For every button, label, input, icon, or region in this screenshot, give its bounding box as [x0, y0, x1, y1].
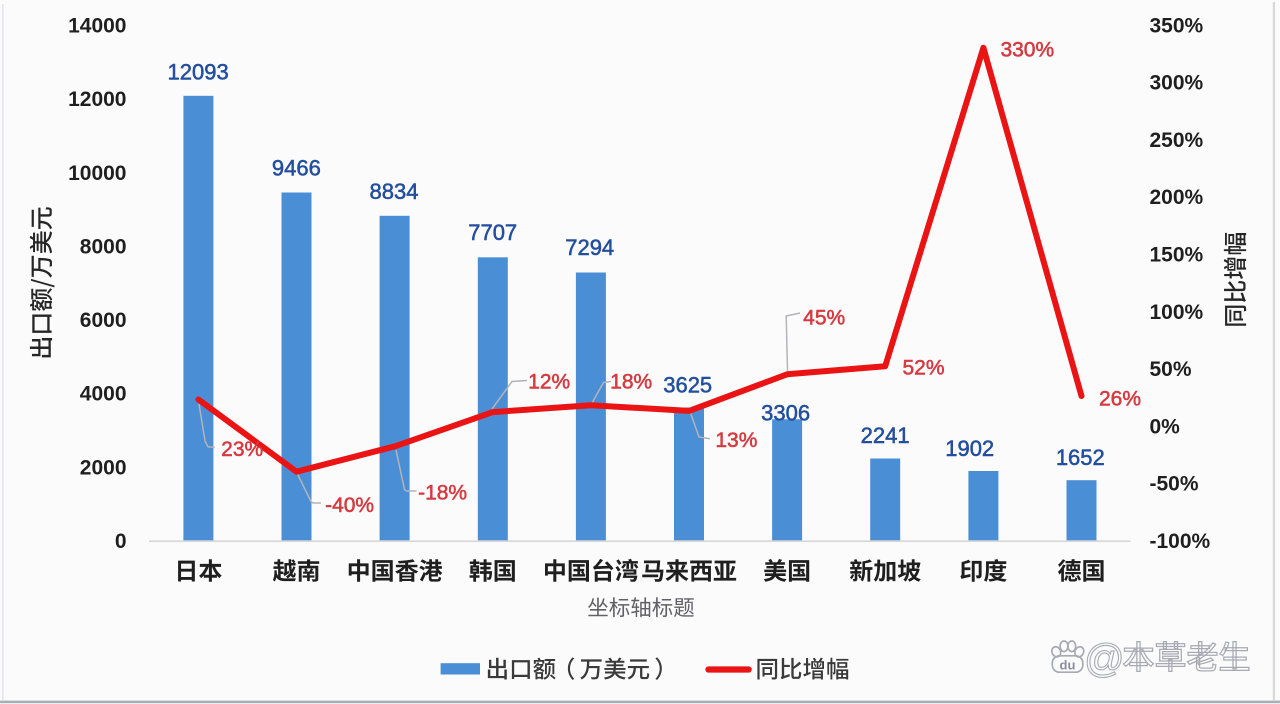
svg-text:100%: 100%: [1150, 301, 1204, 324]
svg-text:9466: 9466: [272, 155, 321, 180]
svg-text:3625: 3625: [663, 372, 712, 397]
svg-text:3306: 3306: [761, 401, 810, 426]
svg-text:12000: 12000: [68, 88, 126, 111]
svg-text:10000: 10000: [68, 162, 126, 185]
svg-text:18%: 18%: [610, 371, 652, 394]
svg-text:350%: 350%: [1150, 14, 1204, 37]
svg-text:200%: 200%: [1150, 186, 1204, 209]
svg-text:4000: 4000: [80, 383, 127, 406]
svg-text:12%: 12%: [528, 371, 570, 394]
svg-text:8834: 8834: [370, 179, 419, 204]
svg-text:150%: 150%: [1150, 244, 1204, 267]
svg-text:7707: 7707: [468, 220, 517, 245]
svg-text:12093: 12093: [168, 60, 229, 85]
svg-text:-18%: -18%: [418, 482, 467, 505]
svg-text:8000: 8000: [80, 235, 127, 258]
svg-text:-100%: -100%: [1150, 530, 1211, 553]
svg-text:26%: 26%: [1099, 388, 1141, 411]
svg-text:14000: 14000: [68, 15, 126, 38]
svg-text:300%: 300%: [1150, 72, 1204, 95]
svg-text:250%: 250%: [1150, 129, 1204, 152]
svg-text:-50%: -50%: [1150, 473, 1199, 496]
svg-text:-40%: -40%: [325, 494, 374, 517]
svg-text:50%: 50%: [1150, 358, 1192, 381]
svg-text:1652: 1652: [1056, 445, 1105, 470]
svg-text:@: @: [1084, 637, 1125, 681]
svg-text:45%: 45%: [803, 307, 845, 330]
svg-text:2241: 2241: [861, 423, 910, 448]
svg-text:1902: 1902: [945, 436, 994, 461]
svg-text:0: 0: [115, 530, 127, 553]
svg-text:52%: 52%: [902, 356, 944, 379]
svg-text:2000: 2000: [80, 456, 127, 479]
svg-text:0%: 0%: [1150, 415, 1181, 438]
svg-text:6000: 6000: [80, 309, 127, 332]
svg-text:13%: 13%: [715, 429, 757, 452]
svg-text:330%: 330%: [1000, 39, 1054, 62]
svg-text:7294: 7294: [565, 235, 614, 260]
svg-text:23%: 23%: [221, 438, 263, 461]
svg-text:du: du: [1060, 658, 1076, 673]
